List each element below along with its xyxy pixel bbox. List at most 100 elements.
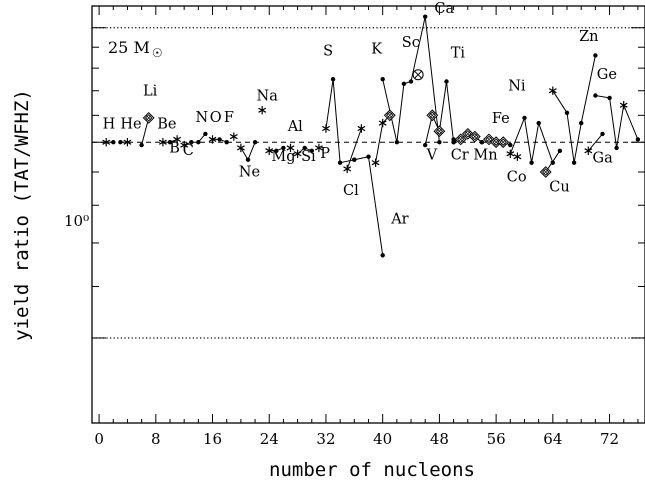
element-label-ga: Ga bbox=[593, 151, 614, 167]
data-point-na bbox=[258, 105, 267, 115]
dot-marker bbox=[394, 140, 400, 145]
data-point-he bbox=[123, 137, 132, 147]
dot-marker bbox=[337, 160, 343, 165]
star-marker bbox=[293, 149, 302, 159]
star-marker bbox=[208, 135, 217, 144]
dot-marker bbox=[557, 148, 563, 153]
element-label-o: O bbox=[210, 110, 222, 126]
element-label-ni: Ni bbox=[508, 79, 526, 95]
data-point-k bbox=[378, 118, 387, 128]
star-marker bbox=[102, 137, 111, 147]
data-point-co bbox=[513, 152, 522, 161]
element-label-cr: Cr bbox=[451, 148, 469, 164]
data-point-ge bbox=[593, 93, 598, 98]
dot-marker bbox=[550, 160, 555, 165]
element-label-he: He bbox=[120, 117, 141, 133]
dot-marker bbox=[118, 140, 123, 145]
x-axis-title: number of nucleons bbox=[269, 459, 475, 480]
data-point-fe bbox=[479, 140, 485, 145]
data-point-ti bbox=[444, 79, 449, 84]
data-point-li bbox=[139, 142, 144, 148]
data-point-ne bbox=[236, 143, 245, 153]
data-point-zn bbox=[593, 53, 598, 58]
data-point-f bbox=[229, 132, 238, 141]
data-point-li bbox=[142, 111, 155, 124]
dot-marker bbox=[330, 77, 336, 82]
y-tick-label: 10⁰ bbox=[64, 212, 89, 230]
data-point-b bbox=[173, 135, 182, 144]
data-point-ca bbox=[380, 77, 385, 82]
element-label-co: Co bbox=[507, 170, 527, 186]
data-point-v bbox=[454, 133, 467, 146]
data-point-c bbox=[180, 140, 189, 150]
dot-marker bbox=[380, 77, 385, 82]
series-line-s bbox=[325, 79, 355, 164]
star-marker bbox=[343, 164, 352, 174]
element-label-b: B bbox=[169, 140, 180, 156]
dot-marker bbox=[189, 140, 194, 145]
x-tick-label: 32 bbox=[316, 430, 335, 448]
series-line-cl bbox=[346, 128, 362, 170]
x-tick-label: 72 bbox=[600, 430, 619, 448]
element-label-na: Na bbox=[257, 88, 279, 104]
data-point-ne bbox=[245, 157, 251, 162]
data-point-cr bbox=[468, 130, 481, 143]
series-line-ar bbox=[354, 156, 384, 256]
dot-marker bbox=[274, 148, 279, 153]
element-label-cl: Cl bbox=[343, 183, 359, 199]
element-label-zn: Zn bbox=[579, 29, 598, 45]
dot-marker bbox=[423, 142, 428, 148]
x-tick-label: 16 bbox=[203, 430, 222, 448]
dot-marker bbox=[196, 140, 201, 145]
dot-marker bbox=[366, 154, 371, 159]
data-point-mg bbox=[274, 148, 279, 153]
x-tick-label: 64 bbox=[543, 430, 562, 448]
data-point-ar bbox=[366, 154, 371, 159]
series-line-ga bbox=[587, 133, 603, 152]
data-point-ge bbox=[619, 100, 628, 110]
element-label-be: Be bbox=[157, 117, 176, 133]
element-label-al: Al bbox=[287, 119, 303, 135]
data-point-ga bbox=[584, 146, 593, 156]
data-point-si bbox=[302, 145, 307, 151]
star-marker bbox=[173, 135, 182, 144]
data-point-mg bbox=[281, 145, 286, 151]
data-point-ne bbox=[252, 140, 258, 145]
data-point-ge bbox=[614, 145, 619, 151]
data-point-n bbox=[203, 131, 208, 137]
data-point-zn bbox=[548, 86, 557, 95]
diamond-cross bbox=[500, 139, 506, 145]
star-marker bbox=[506, 149, 515, 159]
diamond-cross bbox=[436, 128, 442, 134]
star-marker bbox=[357, 124, 366, 133]
data-point-ca bbox=[423, 14, 428, 19]
data-point-be bbox=[158, 137, 167, 147]
dot-marker bbox=[245, 157, 251, 162]
data-point-cr bbox=[451, 140, 456, 145]
element-label-cu: Cu bbox=[549, 180, 569, 196]
element-label-sc: Sc bbox=[402, 35, 420, 51]
data-point-ti bbox=[426, 109, 439, 122]
dot-marker bbox=[522, 115, 527, 121]
dot-marker bbox=[536, 120, 541, 126]
diamond-cross bbox=[472, 134, 478, 140]
x-tick-label: 40 bbox=[373, 430, 392, 448]
star-marker bbox=[158, 137, 167, 147]
diamond-cross bbox=[543, 169, 549, 175]
dot-marker bbox=[139, 142, 144, 148]
dot-marker bbox=[529, 160, 534, 165]
data-point-ca bbox=[408, 79, 414, 84]
element-label-ar: Ar bbox=[390, 212, 408, 228]
data-point-mg bbox=[265, 146, 274, 156]
element-label-c: C bbox=[183, 143, 194, 159]
axis-ticks bbox=[92, 6, 645, 423]
data-point-cl bbox=[357, 124, 366, 133]
star-marker bbox=[123, 137, 132, 147]
element-label-v: V bbox=[426, 148, 438, 164]
element-label-ti: Ti bbox=[451, 46, 466, 62]
data-point-ni bbox=[506, 149, 515, 159]
dot-marker bbox=[217, 137, 222, 142]
star-marker bbox=[286, 143, 295, 153]
data-point-ca bbox=[394, 140, 400, 145]
diamond-cross bbox=[146, 115, 152, 121]
